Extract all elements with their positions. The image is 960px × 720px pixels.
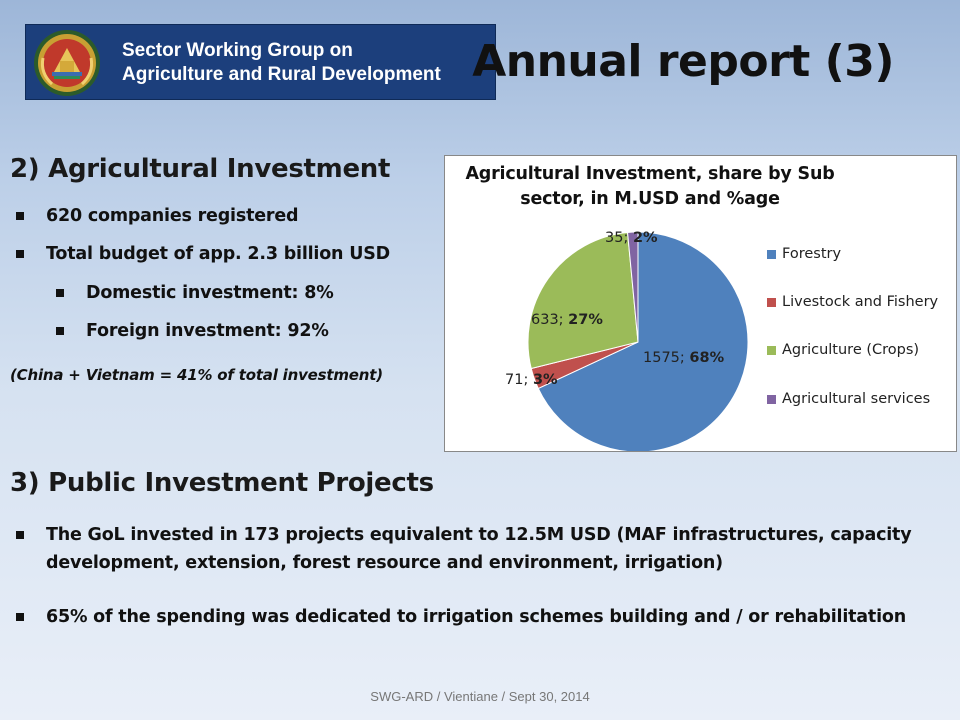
legend-swatch bbox=[767, 395, 776, 404]
bullet-square-icon bbox=[16, 212, 24, 220]
legend-swatch bbox=[767, 298, 776, 307]
bullet-square-icon bbox=[56, 289, 64, 297]
chart-title: Agricultural Investment, share by Sub se… bbox=[465, 164, 835, 209]
pie-data-label: 71; 3% bbox=[505, 372, 558, 388]
bullet-square-icon bbox=[16, 250, 24, 258]
pie-data-label: 35; 2% bbox=[605, 230, 658, 246]
sub-bullet-foreign: Foreign investment: 92% bbox=[56, 317, 329, 345]
legend-label: Forestry bbox=[782, 246, 842, 262]
bullet-text: The GoL invested in 173 projects equival… bbox=[46, 525, 912, 573]
legend-swatch bbox=[767, 346, 776, 355]
bullet-square-icon bbox=[56, 327, 64, 335]
pie-slice-agriculture-crops bbox=[527, 231, 639, 370]
pie-slice-agricultural-services bbox=[627, 231, 639, 343]
bullet-text: Foreign investment: 92% bbox=[86, 321, 329, 341]
header-banner: Sector Working Group on Agriculture and … bbox=[25, 24, 496, 100]
pie-chart-svg: 1575; 68% 71; 3% 633; 27% 35; 2% bbox=[505, 230, 749, 451]
bullet-text: 65% of the spending was dedicated to irr… bbox=[46, 607, 906, 627]
legend-swatch bbox=[767, 250, 776, 259]
lao-emblem-logo bbox=[32, 28, 102, 98]
legend-label: Livestock and Fishery bbox=[782, 294, 939, 310]
bullet-square-icon bbox=[16, 531, 24, 539]
pie-data-label: 633; 27% bbox=[531, 312, 603, 328]
banner-line-1: Sector Working Group on bbox=[122, 40, 353, 61]
bullet-square-icon bbox=[16, 613, 24, 621]
pie-data-label: 1575; 68% bbox=[643, 350, 725, 366]
bullet-companies: 620 companies registered bbox=[16, 202, 299, 230]
bullet-gol-investment: The GoL invested in 173 projects equival… bbox=[16, 521, 946, 577]
footer: SWG-ARD / Vientiane / Sept 30, 2014 bbox=[370, 689, 590, 704]
bullet-budget: Total budget of app. 2.3 billion USD bbox=[16, 240, 390, 268]
section2-heading: 2) Agricultural Investment bbox=[10, 154, 391, 184]
investment-note: (China + Vietnam = 41% of total investme… bbox=[10, 366, 383, 384]
legend-label: Agriculture (Crops) bbox=[782, 342, 920, 358]
section3-heading: 3) Public Investment Projects bbox=[10, 468, 434, 498]
bullet-irrigation: 65% of the spending was dedicated to irr… bbox=[16, 603, 946, 631]
legend-label: Agricultural services bbox=[782, 391, 931, 407]
bullet-text: Total budget of app. 2.3 billion USD bbox=[46, 244, 390, 264]
bullet-text: 620 companies registered bbox=[46, 206, 299, 226]
slide-title: Annual report (3) bbox=[472, 36, 894, 87]
pie-slice-forestry bbox=[537, 231, 749, 451]
banner-line-2: Agriculture and Rural Development bbox=[122, 64, 441, 85]
pie-chart: Agricultural Investment, share by Sub se… bbox=[444, 155, 957, 452]
bullet-text: Domestic investment: 8% bbox=[86, 283, 334, 303]
sub-bullet-domestic: Domestic investment: 8% bbox=[56, 279, 334, 307]
banner-text: Sector Working Group on Agriculture and … bbox=[122, 39, 441, 87]
